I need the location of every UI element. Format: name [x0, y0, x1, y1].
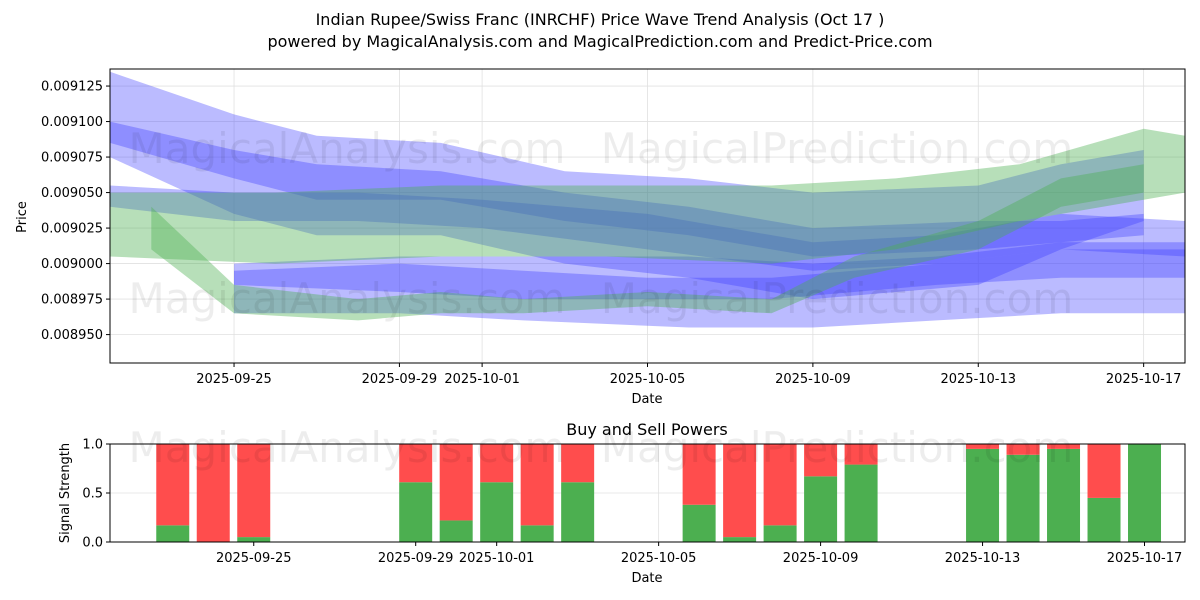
buy-bar: [1128, 444, 1162, 542]
buy-bar: [480, 482, 514, 542]
buy-bar: [844, 464, 878, 542]
chart-title-line-1: Indian Rupee/Swiss Franc (INRCHF) Price …: [315, 10, 885, 29]
price-y-tick-label: 0.008950: [41, 328, 103, 343]
sell-bar: [763, 444, 797, 526]
watermark-text: MagicalAnalysis.com: [129, 124, 566, 173]
price-y-tick-label: 0.009000: [41, 257, 103, 272]
chart-title-line-2: powered by MagicalAnalysis.com and Magic…: [267, 32, 933, 51]
price-band-blue-1: [110, 121, 1144, 257]
power-x-tick-label: 2025-10-17: [1107, 551, 1183, 566]
buy-bar: [237, 537, 271, 542]
sell-bar: [156, 444, 190, 526]
watermark-text: MagicalPrediction.com: [601, 124, 1074, 173]
price-band-blue-4: [234, 242, 1185, 328]
buy-bar: [520, 525, 554, 542]
price-bands: [110, 71, 1185, 328]
power-bars: [156, 444, 1162, 542]
buy-bar: [1047, 448, 1081, 542]
sell-bar: [966, 444, 1000, 449]
sell-bar: [561, 444, 595, 483]
price-x-tick-label: 2025-10-01: [444, 372, 520, 387]
price-y-tick-label: 0.009025: [41, 222, 103, 237]
power-axes: 2025-09-25 2025-09-29 2025-10-01 2025-10-05…: [82, 438, 1186, 566]
sell-bar: [844, 444, 878, 465]
power-x-axis-label: Date: [631, 571, 662, 586]
power-x-tick-label: 2025-10-13: [945, 551, 1021, 566]
watermark-text: MagicalPrediction.com: [601, 423, 1074, 472]
price-y-tick-label: 0.008975: [41, 293, 103, 308]
price-x-tick-label: 2025-09-29: [362, 372, 438, 387]
buy-bar: [763, 525, 797, 542]
price-y-tick-label: 0.009075: [41, 151, 103, 166]
power-y-tick-label: 1.0: [82, 438, 103, 453]
price-band-blue-0: [110, 71, 1144, 300]
price-band-green-6: [151, 164, 1144, 321]
power-y-tick-label: 0.5: [82, 487, 103, 502]
sell-bar: [480, 444, 514, 483]
sell-bar: [439, 444, 473, 521]
sell-bar: [682, 444, 716, 505]
sell-bar: [1047, 444, 1081, 449]
power-y-tick-label: 0.0: [82, 536, 103, 551]
price-band-green-5: [110, 128, 1185, 264]
buy-bar: [439, 520, 473, 542]
buy-bar: [156, 525, 190, 542]
sell-bar: [1087, 444, 1121, 498]
watermark-text: MagicalPrediction.com: [601, 274, 1074, 323]
power-x-tick-label: 2025-10-01: [459, 551, 535, 566]
price-x-tick-label: 2025-10-09: [775, 372, 851, 387]
sell-bar: [804, 444, 838, 477]
price-y-tick-label: 0.009050: [41, 186, 103, 201]
price-y-axis-label: Price: [15, 201, 30, 233]
buy-bar: [561, 482, 595, 542]
buy-bar: [1006, 454, 1040, 542]
price-y-tick-label: 0.009100: [41, 115, 103, 130]
buy-bar: [1087, 497, 1121, 542]
power-y-axis-label: Signal Strength: [58, 443, 73, 543]
power-x-tick-label: 2025-10-09: [783, 551, 859, 566]
watermark-text: MagicalAnalysis.com: [129, 423, 566, 472]
price-x-tick-label: 2025-09-25: [196, 372, 272, 387]
sell-bar: [237, 444, 271, 538]
power-x-tick-label: 2025-09-29: [378, 551, 454, 566]
sell-bar: [196, 444, 230, 542]
watermarks: MagicalAnalysis.com MagicalPrediction.com…: [129, 124, 1074, 472]
buy-bar: [966, 448, 1000, 542]
buy-bar: [723, 537, 757, 542]
price-x-axis-label: Date: [631, 392, 662, 407]
price-x-tick-label: 2025-10-17: [1106, 372, 1182, 387]
buy-bar: [682, 504, 716, 542]
price-x-tick-label: 2025-10-05: [610, 372, 686, 387]
watermark-text: MagicalAnalysis.com: [129, 274, 566, 323]
price-y-tick-label: 0.009125: [41, 80, 103, 95]
power-chart-title: Buy and Sell Powers: [566, 420, 728, 439]
price-axes: 2025-09-25 2025-09-29 2025-10-01 2025-10-05…: [41, 68, 1186, 387]
price-x-tick-label: 2025-10-13: [940, 372, 1016, 387]
price-band-blue-3: [234, 249, 1185, 300]
price-grid: [110, 69, 1185, 363]
sell-bar: [723, 444, 757, 538]
sell-bar: [1006, 444, 1040, 455]
buy-bar: [399, 482, 433, 542]
price-band-blue-2: [110, 185, 1185, 271]
buy-bar: [804, 476, 838, 542]
sell-bar: [399, 444, 433, 483]
power-x-tick-label: 2025-10-05: [621, 551, 697, 566]
power-x-tick-label: 2025-09-25: [216, 551, 292, 566]
sell-bar: [520, 444, 554, 526]
